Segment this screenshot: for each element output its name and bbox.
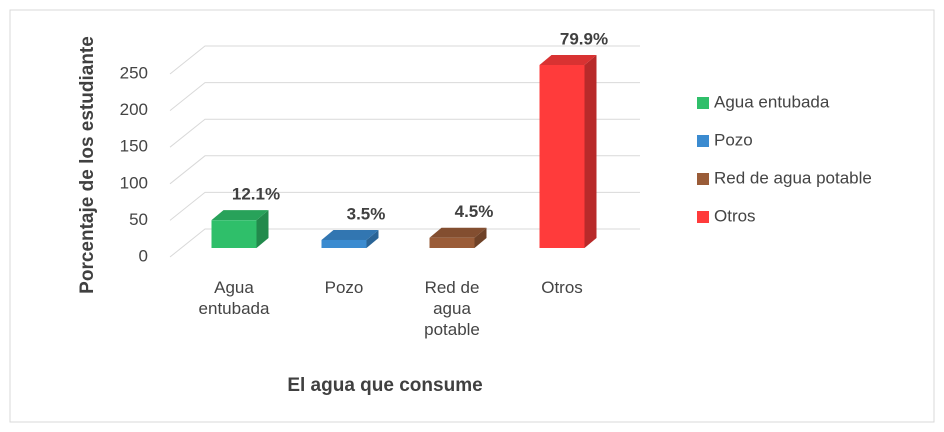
y-tick-label: 0	[139, 246, 148, 265]
bar-top	[321, 229, 379, 240]
bar-top	[429, 227, 487, 238]
y-tick-label: 100	[120, 173, 148, 192]
bar-side	[256, 210, 269, 248]
legend-label: Pozo	[714, 130, 753, 149]
bar-side	[366, 229, 379, 248]
y-tick-label: 250	[120, 63, 148, 82]
grid-line	[169, 82, 640, 111]
y-axis-title: Porcentaje de los estudiante	[77, 36, 98, 294]
data-label: 12.1%	[232, 185, 280, 204]
bar	[539, 65, 585, 248]
legend-label: Red de agua potable	[714, 168, 872, 187]
grid-line	[169, 118, 640, 148]
data-label: 3.5%	[347, 204, 386, 223]
bar	[429, 237, 475, 248]
x-tick-label: Otros	[541, 278, 583, 297]
y-tick-label: 150	[120, 137, 148, 156]
chart-border	[9, 9, 935, 423]
grid-line	[169, 191, 640, 221]
bar-top	[539, 55, 597, 65]
y-tick-label: 200	[120, 100, 148, 119]
legend-swatch	[697, 211, 709, 223]
bar-side	[474, 227, 487, 248]
bar-side	[584, 55, 597, 248]
legend-swatch	[697, 135, 709, 147]
grid-line	[169, 45, 640, 75]
legend-label: Agua entubada	[714, 92, 830, 111]
bar	[211, 220, 257, 248]
bar-top	[211, 210, 269, 221]
x-tick-label: Agua entubada	[198, 278, 270, 318]
legend-swatch	[697, 97, 709, 109]
x-tick-label: Red de agua potable	[424, 278, 480, 339]
y-tick-label: 50	[129, 210, 148, 229]
x-axis-title: El agua que consume	[287, 375, 482, 396]
x-tick-label: Pozo	[324, 278, 364, 297]
legend-swatch	[697, 173, 709, 185]
bar	[321, 239, 367, 248]
data-label: 79.9%	[560, 29, 608, 48]
grid-line	[169, 228, 640, 258]
data-label: 4.5%	[455, 202, 494, 221]
legend-label: Otros	[714, 206, 756, 225]
grid-line	[169, 155, 640, 185]
